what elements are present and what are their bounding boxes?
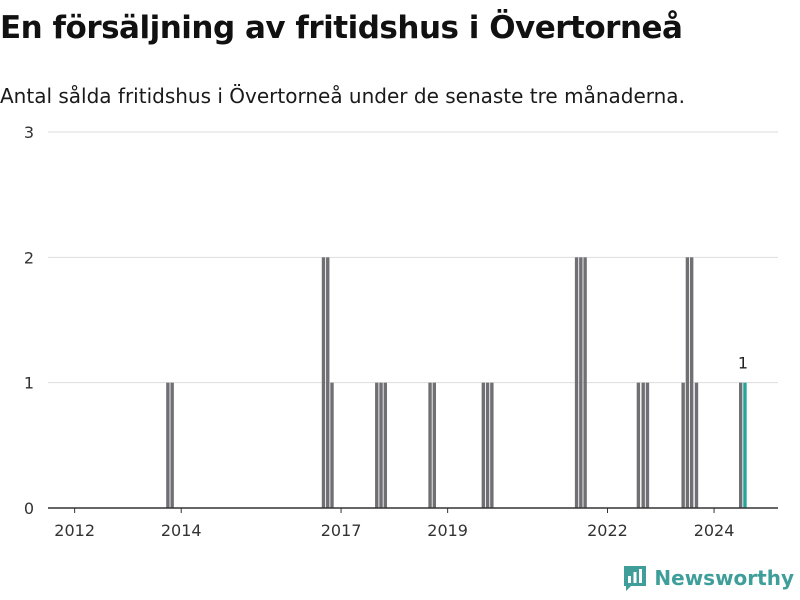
bar <box>432 382 437 508</box>
bar-value-label: 1 <box>738 354 748 373</box>
y-tick-label: 3 <box>24 123 34 142</box>
x-tick-label: 2024 <box>694 521 735 540</box>
bar <box>485 382 490 508</box>
x-tick-label: 2012 <box>54 521 95 540</box>
bar <box>579 257 583 508</box>
bar <box>645 382 650 508</box>
bar <box>375 382 379 508</box>
x-tick-label: 2014 <box>161 521 202 540</box>
bar <box>574 257 579 508</box>
chart-subtitle: Antal sålda fritidshus i Övertorneå unde… <box>0 84 685 108</box>
x-tick-label: 2019 <box>427 521 468 540</box>
bar <box>641 382 645 508</box>
y-tick-label: 2 <box>24 248 34 267</box>
bar <box>694 382 699 508</box>
chart-title: En försäljning av fritidshus i Övertorne… <box>0 10 683 46</box>
bar <box>481 382 486 508</box>
bar <box>689 257 694 508</box>
bar-chart-logo-icon <box>624 566 647 591</box>
bar <box>681 382 685 508</box>
bar <box>383 382 387 508</box>
x-tick-label: 2022 <box>587 521 628 540</box>
bar <box>170 382 174 508</box>
bar <box>379 382 383 508</box>
sales-bar-chart: 0 1 2 3 1 2012 2014 2017 2019 2022 2024 <box>24 123 778 540</box>
highlighted-bar <box>743 382 747 508</box>
newsworthy-logo: Newsworthy <box>622 564 794 592</box>
brand-name: Newsworthy <box>654 566 794 590</box>
bar <box>636 382 641 508</box>
bar <box>685 257 690 508</box>
bar <box>490 382 494 508</box>
bar <box>326 257 330 508</box>
x-tick-label: 2017 <box>321 521 362 540</box>
bar <box>330 382 334 508</box>
bar <box>739 382 743 508</box>
bar <box>428 382 432 508</box>
y-tick-label: 1 <box>24 374 34 393</box>
bar <box>583 257 587 508</box>
bar <box>166 382 170 508</box>
bar <box>321 257 326 508</box>
y-tick-label: 0 <box>24 499 34 518</box>
